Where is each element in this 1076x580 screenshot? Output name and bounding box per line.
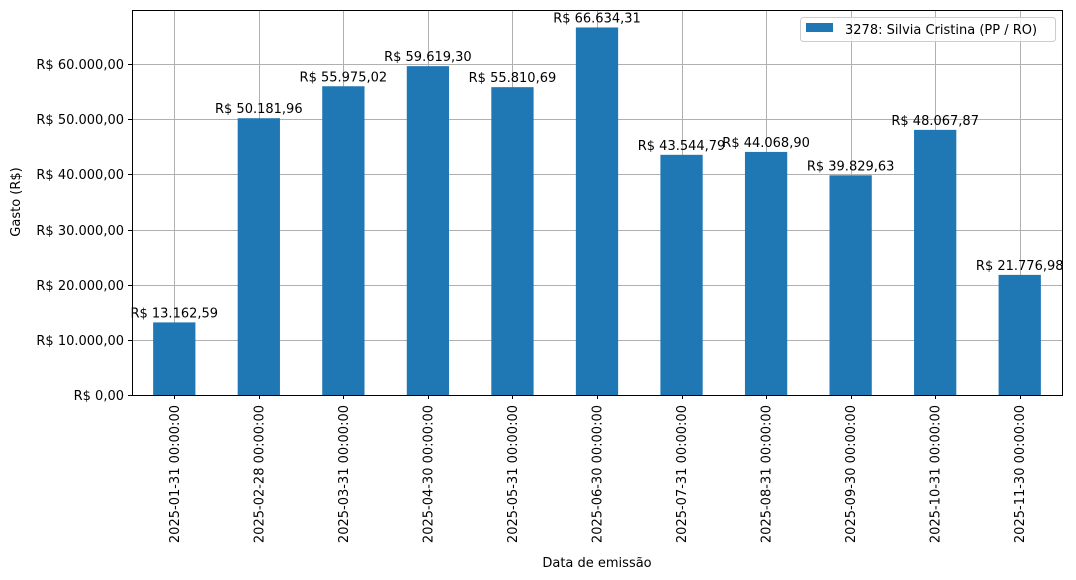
y-tick-label: R$ 20.000,00 [36, 279, 124, 294]
y-tick-label: R$ 50.000,00 [36, 113, 124, 128]
bar [237, 118, 280, 396]
y-tick-label: R$ 0,00 [74, 389, 124, 404]
y-tick-label: R$ 40.000,00 [36, 168, 124, 183]
x-axis-label: Data de emissão [542, 556, 651, 571]
x-tick-label: 2025-10-31 00:00:00 [929, 405, 944, 543]
y-tick-label: R$ 30.000,00 [36, 224, 124, 239]
x-tick-label: 2025-08-31 00:00:00 [760, 405, 775, 543]
bar [491, 87, 534, 395]
x-tick-label: 2025-02-28 00:00:00 [252, 405, 267, 543]
y-axis: R$ 0,00 R$ 10.000,00 R$ 20.000,00 R$ 30.000… [36, 58, 132, 404]
bar-value-labels: R$ 13.162,59 R$ 50.181,96 R$ 55.975,02 R$ 5… [130, 11, 1063, 321]
bar [322, 86, 365, 396]
y-tick-label: R$ 10.000,00 [36, 334, 124, 349]
bar-value-label: R$ 55.975,02 [300, 70, 388, 85]
x-tick-label: 2025-05-31 00:00:00 [506, 405, 521, 543]
bar [829, 175, 872, 395]
bar-value-label: R$ 55.810,69 [469, 71, 557, 86]
bar [660, 154, 703, 395]
y-tick-label: R$ 60.000,00 [36, 58, 124, 73]
bars [153, 27, 1041, 396]
bar-value-label: R$ 44.068,90 [722, 136, 810, 151]
bar [153, 322, 196, 395]
bar-value-label: R$ 50.181,96 [215, 102, 303, 117]
bar [744, 151, 788, 395]
bar [406, 66, 450, 395]
legend-entry-label: 3278: Silvia Cristina (PP / RO) [845, 23, 1037, 38]
bar-value-label: R$ 43.544,79 [638, 139, 726, 154]
x-tick-label: 2025-06-30 00:00:00 [591, 405, 606, 543]
x-tick-label: 2025-01-31 00:00:00 [168, 405, 183, 543]
x-tick-label: 2025-09-30 00:00:00 [844, 405, 859, 543]
legend-swatch [806, 23, 833, 32]
bar-value-label: R$ 48.067,87 [891, 114, 979, 129]
bar [914, 129, 957, 395]
bar [998, 274, 1041, 395]
x-axis: 2025-01-31 00:00:00 2025-02-28 00:00:00 20… [168, 395, 1028, 543]
bar-value-label: R$ 66.634,31 [553, 11, 641, 26]
legend-box [800, 17, 1056, 42]
x-tick-label: 2025-04-30 00:00:00 [421, 405, 436, 543]
bar-value-label: R$ 59.619,30 [384, 50, 472, 65]
x-tick-label: 2025-11-30 00:00:00 [1013, 405, 1028, 543]
bar-value-label: R$ 13.162,59 [130, 306, 218, 321]
x-tick-label: 2025-03-31 00:00:00 [337, 405, 352, 543]
legend: 3278: Silvia Cristina (PP / RO) [800, 17, 1056, 42]
y-axis-label: Gasto (R$) [9, 167, 24, 236]
bar-value-label: R$ 21.776,98 [976, 259, 1064, 274]
x-tick-label: 2025-07-31 00:00:00 [675, 405, 690, 543]
bar-value-label: R$ 39.829,63 [807, 159, 895, 174]
bar [575, 27, 619, 396]
